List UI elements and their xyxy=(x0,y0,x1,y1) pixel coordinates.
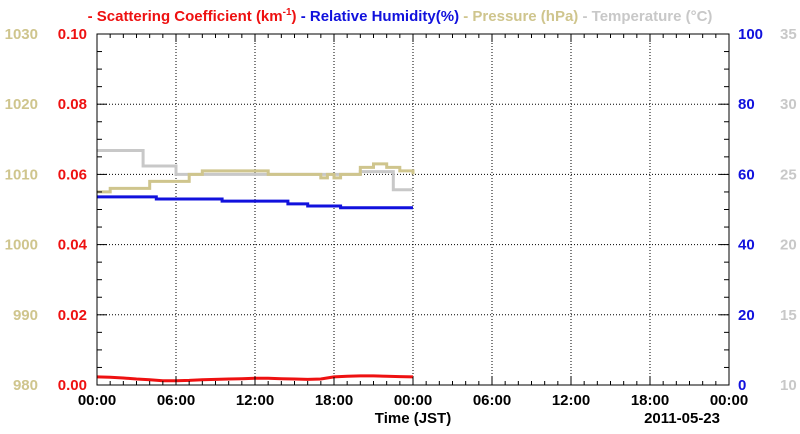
x-tick-label: 00:00 xyxy=(394,392,432,409)
legend-entry: Temperature ( xyxy=(592,8,691,25)
x-axis-label: Time (JST) xyxy=(375,410,451,427)
pressure-tick-label: 1020 xyxy=(5,96,38,113)
legend-dash: - xyxy=(578,8,591,25)
plot-frame xyxy=(96,33,730,386)
humidity-tick-label: 60 xyxy=(738,166,755,183)
legend-entry: Scattering Coefficient (km xyxy=(97,8,283,25)
x-tick-label: 18:00 xyxy=(315,392,353,409)
humidity-tick-label: 100 xyxy=(738,26,763,43)
x-axis: 00:00 06:00 12:00 18:00 00:00 06:00 12:00 18:00… xyxy=(78,34,748,409)
legend-superscript: -1 xyxy=(283,7,292,18)
series-line-pressure xyxy=(97,162,415,194)
humidity-tick-label: 20 xyxy=(738,307,755,324)
x-tick-label: 18:00 xyxy=(631,392,669,409)
scattering-tick-label: 0.06 xyxy=(58,166,87,183)
scattering-tick-label: 0.04 xyxy=(58,237,88,254)
legend-entry-tail: C) xyxy=(697,8,713,25)
date-label: 2011-05-23 xyxy=(644,410,720,427)
legend-entry-tail: ) xyxy=(292,8,297,25)
legend: - Scattering Coefficient (km-1) - Relati… xyxy=(88,7,713,25)
scattering-tick-label: 0.10 xyxy=(58,26,87,43)
grid xyxy=(97,34,729,385)
y-axes: 98099010001010102010300.000.020.040.060.… xyxy=(5,26,797,394)
pressure-tick-label: 1030 xyxy=(5,26,38,43)
humidity-tick-label: 0 xyxy=(738,377,746,394)
pressure-tick-label: 990 xyxy=(13,307,38,324)
x-tick-label: 00:00 xyxy=(710,392,748,409)
scattering-tick-label: 0.08 xyxy=(58,96,87,113)
temperature-tick-label: 30 xyxy=(780,96,797,113)
legend-dash: - xyxy=(88,8,97,25)
legend-dash: - xyxy=(459,8,472,25)
humidity-tick-label: 40 xyxy=(738,237,755,254)
series-line-relative-humidity xyxy=(97,195,413,210)
pressure-tick-label: 980 xyxy=(13,377,38,394)
scattering-tick-label: 0.02 xyxy=(58,307,87,324)
temperature-tick-label: 10 xyxy=(780,377,797,394)
pressure-tick-label: 1010 xyxy=(5,166,38,183)
scattering-tick-label: 0.00 xyxy=(58,377,87,394)
x-tick-label: 06:00 xyxy=(473,392,511,409)
legend-degree-glyph: ° xyxy=(691,8,697,25)
x-tick-label: 06:00 xyxy=(157,392,195,409)
temperature-tick-label: 20 xyxy=(780,237,797,254)
legend-text: - Scattering Coefficient (km-1) - Relati… xyxy=(88,7,713,25)
temperature-tick-label: 25 xyxy=(780,166,797,183)
legend-entry: Pressure (hPa) xyxy=(472,8,578,25)
humidity-tick-label: 80 xyxy=(738,96,755,113)
temperature-tick-label: 15 xyxy=(780,307,797,324)
x-tick-label: 12:00 xyxy=(236,392,274,409)
pressure-tick-label: 1000 xyxy=(5,237,38,254)
series-layer xyxy=(96,149,415,383)
temperature-tick-label: 35 xyxy=(780,26,797,43)
x-tick-label: 12:00 xyxy=(552,392,590,409)
legend-entry: Relative Humidity(%) xyxy=(310,8,459,25)
legend-dash: - xyxy=(297,8,310,25)
x-tick-label: 00:00 xyxy=(78,392,116,409)
